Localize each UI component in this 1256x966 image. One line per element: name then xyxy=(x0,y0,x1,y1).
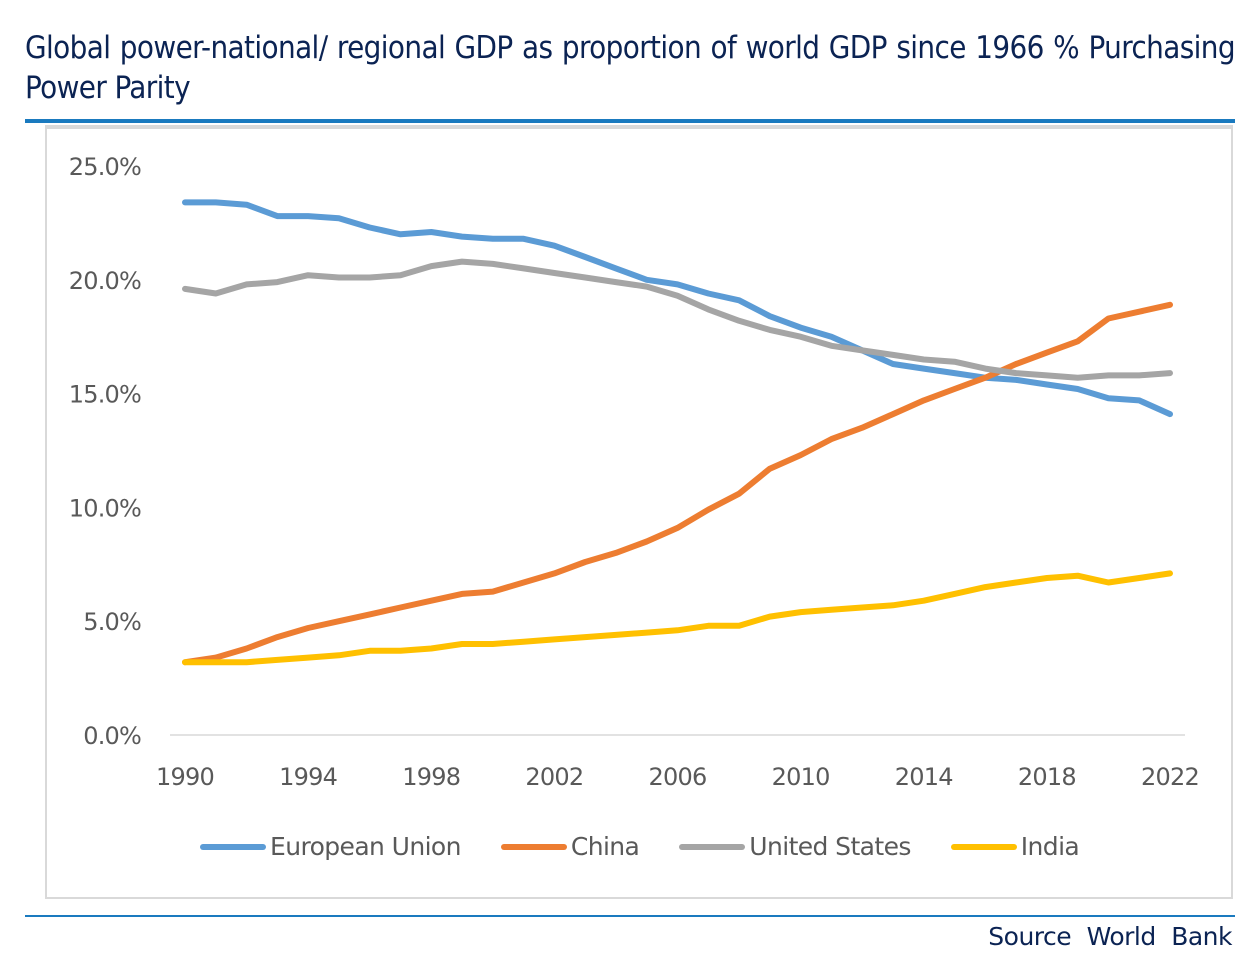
legend-swatch xyxy=(679,843,746,850)
legend-swatch xyxy=(950,843,1017,850)
chart-area xyxy=(45,125,1233,899)
x-tick-label: 1998 xyxy=(402,763,460,791)
y-tick-label: 5.0% xyxy=(83,608,141,636)
series-line-united-states xyxy=(182,258,1173,381)
x-tick-label: 2022 xyxy=(1141,763,1199,791)
legend-item-china: China xyxy=(500,832,640,861)
chart-title: Global power-national/ regional GDP as p… xyxy=(25,30,1236,106)
legend: European Union China United States India xyxy=(200,832,1119,861)
x-tick-label: 2010 xyxy=(772,763,830,791)
x-tick-label: 2014 xyxy=(895,763,953,791)
legend-swatch xyxy=(500,843,567,850)
x-axis: 1990 1994 1998 2002 2006 2010 2014 2018 2022 xyxy=(156,734,1200,791)
title-divider xyxy=(25,119,1235,123)
x-tick-label: 2006 xyxy=(649,763,707,791)
y-tick-label: 10.0% xyxy=(69,494,141,522)
x-tick-label: 1994 xyxy=(279,763,337,791)
source-note: Source World Bank xyxy=(988,922,1232,951)
legend-item-india: India xyxy=(950,832,1080,861)
y-tick-label: 0.0% xyxy=(83,722,141,750)
x-tick-label: 2002 xyxy=(525,763,583,791)
y-tick-label: 15.0% xyxy=(69,381,141,409)
legend-item-united-states: United States xyxy=(679,832,911,861)
legend-swatch xyxy=(200,843,266,850)
legend-label: European Union xyxy=(270,832,461,861)
x-tick-label: 1990 xyxy=(156,763,214,791)
legend-item-european-union: European Union xyxy=(200,832,461,861)
y-tick-label: 20.0% xyxy=(69,267,141,295)
series-lines xyxy=(182,199,1173,666)
y-tick-label: 25.0% xyxy=(69,153,141,181)
footer-divider xyxy=(25,915,1235,917)
series-line-india xyxy=(182,570,1173,666)
legend-label: China xyxy=(570,832,640,861)
legend-label: United States xyxy=(749,832,911,861)
series-line-european-union xyxy=(182,199,1173,418)
x-tick-label: 2018 xyxy=(1018,763,1076,791)
y-axis: 0.0% 5.0% 10.0% 15.0% 20.0% 25.0% xyxy=(69,153,142,750)
series-line-china xyxy=(182,301,1173,666)
legend-label: India xyxy=(1020,832,1080,861)
